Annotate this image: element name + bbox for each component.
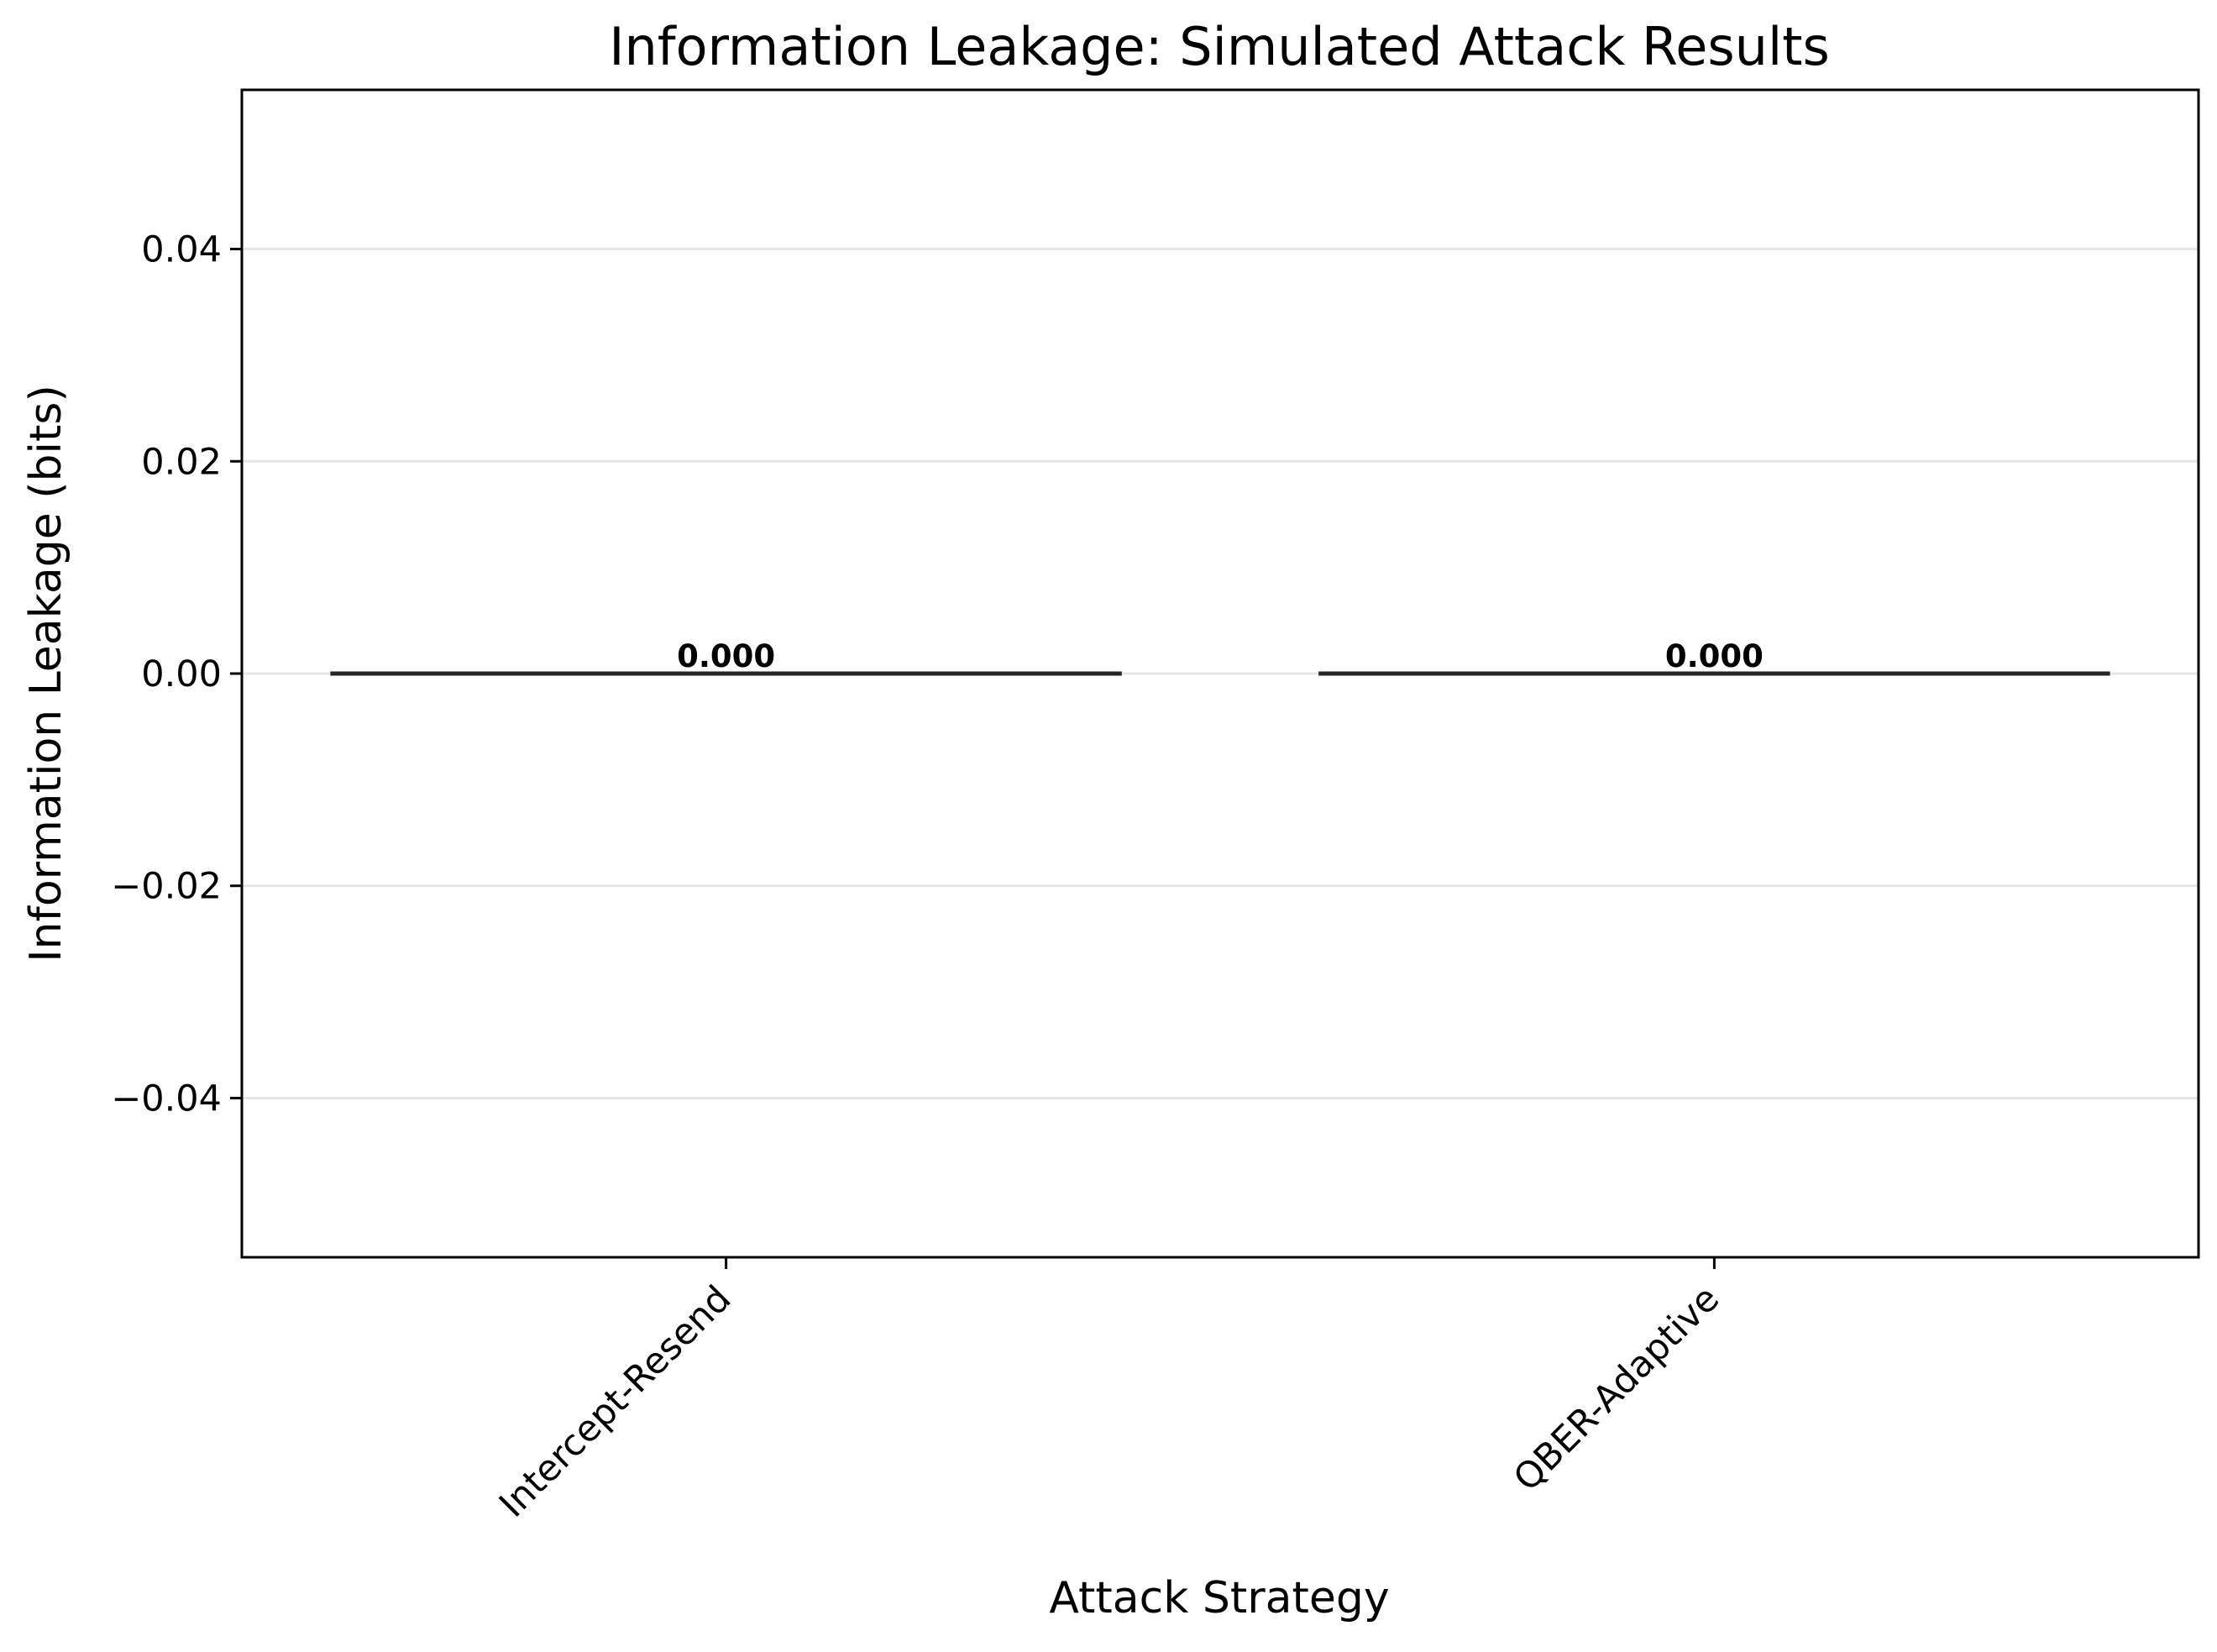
data-label-layer: 0.000 0.000 bbox=[677, 638, 1764, 674]
y-tick-label: −0.04 bbox=[111, 1078, 222, 1120]
y-tick-label: 0.04 bbox=[141, 229, 222, 271]
chart-title: Information Leakage: Simulated Attack Re… bbox=[609, 16, 1830, 77]
x-tick-label: Intercept-Resend bbox=[491, 1277, 739, 1525]
x-tick-label: QBER-Adaptive bbox=[1506, 1277, 1727, 1499]
y-tick-label: 0.02 bbox=[141, 441, 222, 483]
y-axis-ticks: −0.04 −0.02 0.00 0.02 0.04 bbox=[111, 229, 242, 1120]
x-axis-label: Attack Strategy bbox=[1049, 1573, 1389, 1623]
y-tick-label: −0.02 bbox=[111, 866, 222, 908]
bar-layer bbox=[330, 671, 2110, 676]
y-tick-label: 0.00 bbox=[141, 653, 222, 695]
bar-data-label: 0.000 bbox=[677, 638, 775, 674]
x-axis-ticks: Intercept-Resend QBER-Adaptive bbox=[491, 1257, 1727, 1526]
y-axis-label: Information Leakage (bits) bbox=[21, 385, 71, 962]
bar-data-label: 0.000 bbox=[1665, 638, 1764, 674]
bar bbox=[1318, 671, 2110, 676]
bar bbox=[330, 671, 1122, 676]
